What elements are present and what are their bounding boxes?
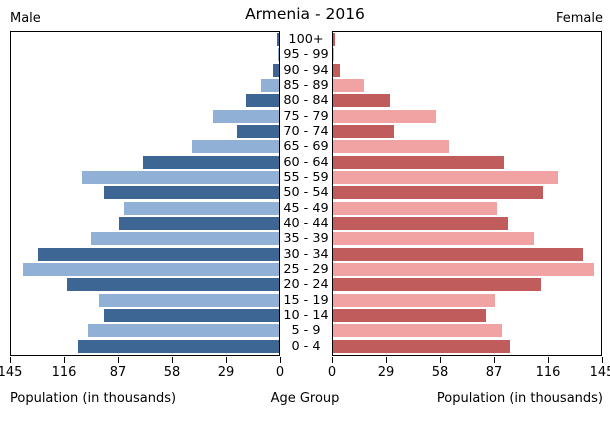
male-bar [142,155,279,169]
axis-tick-mark [439,356,441,363]
female-bar [333,155,505,169]
age-group-axis-label: Age Group [270,391,340,406]
age-group-label: 65 - 69 [283,139,329,155]
male-bar [277,33,279,47]
axis-tick-label: 87 [109,364,127,380]
male-bar [87,324,279,338]
age-group-label: 5 - 9 [291,323,321,339]
male-axis: 145 116 87 58 29 0 [0,356,284,391]
age-group-label: 50 - 54 [283,185,329,201]
axis-tick-label: 116 [535,364,561,380]
axis-tick-label: 29 [217,364,235,380]
age-group-label: 45 - 49 [283,200,329,216]
axis-tick-label: 58 [163,364,181,380]
male-bar [81,171,279,185]
age-group-label: 40 - 44 [283,215,329,231]
age-group-label: 95 - 99 [283,47,329,63]
female-plot-area [332,31,602,356]
male-bar [212,109,279,123]
female-axis: 0 29 58 87 116 145 [328,356,610,391]
male-bar [104,309,279,323]
female-bar [333,171,558,185]
male-bar [236,125,279,139]
axis-tick-label: 0 [327,364,337,380]
axis-tick-mark [279,356,281,363]
axis-tick-mark [385,356,387,363]
female-bar [333,186,543,200]
male-header: Male [10,11,41,26]
female-bar [333,339,510,353]
axis-tick-mark [547,356,549,363]
female-bar [333,293,496,307]
female-bar [333,63,341,77]
male-bar [273,63,279,77]
female-bar [333,232,534,246]
age-group-label: 35 - 39 [283,231,329,247]
female-bar [333,201,497,215]
age-group-label: 20 - 24 [283,277,329,293]
male-plot-area [10,31,280,356]
axis-tick-mark [63,356,65,363]
male-bar [260,79,279,93]
female-bar [333,324,503,338]
female-bar [333,79,365,93]
axis-tick-label: 145 [589,364,610,380]
axis-tick-mark [601,356,603,363]
age-group-label: 55 - 59 [283,169,329,185]
female-bar [333,33,335,47]
male-bar [91,232,279,246]
age-group-label: 85 - 89 [283,77,329,93]
female-bar [333,309,486,323]
male-bar [78,339,279,353]
axis-tick-mark [117,356,119,363]
male-bar [104,186,279,200]
age-group-label: 25 - 29 [283,261,329,277]
axis-tick-mark [493,356,495,363]
female-bar [333,247,584,261]
female-bar [333,278,542,292]
male-bar [67,278,279,292]
age-group-label: 30 - 34 [283,246,329,262]
age-group-label: 100+ [288,32,324,47]
age-group-label: 70 - 74 [283,123,329,139]
male-bar [23,263,279,277]
female-bar [333,48,334,62]
age-group-label: 60 - 64 [283,154,329,170]
axis-tick-label: 29 [377,364,395,380]
male-bar [124,201,279,215]
male-bar [192,140,279,154]
female-bar [333,217,508,231]
male-bar [98,293,279,307]
female-bar [333,125,394,139]
female-header: Female [555,11,603,26]
age-group-label: 10 - 14 [283,307,329,323]
female-bar [333,94,391,108]
male-bar [118,217,279,231]
axis-tick-label: 116 [51,364,77,380]
male-bar [278,48,279,62]
female-bar [333,263,595,277]
age-group-labels: 100+ 95 - 99 90 - 94 85 - 89 80 - 84 75 - 79 7… [280,32,332,354]
male-bar [245,94,279,108]
chart-title: Armenia - 2016 [245,5,365,23]
age-group-label: 0 - 4 [291,338,321,354]
male-bar [37,247,279,261]
axis-tick-label: 58 [431,364,449,380]
female-bar [333,109,437,123]
female-bar [333,140,449,154]
axis-tick-mark [332,356,333,363]
female-axis-label: Population (in thousands) [436,391,603,406]
axis-tick-mark [171,356,173,363]
axis-tick-mark [10,356,11,363]
age-group-label: 80 - 84 [283,93,329,109]
axis-tick-mark [225,356,227,363]
axis-tick-label: 0 [275,364,285,380]
male-axis-label: Population (in thousands) [10,391,177,406]
age-group-label: 90 - 94 [283,62,329,78]
age-group-label: 75 - 79 [283,108,329,124]
age-group-label: 15 - 19 [283,292,329,308]
axis-tick-label: 87 [485,364,503,380]
axis-tick-label: 145 [0,364,23,380]
